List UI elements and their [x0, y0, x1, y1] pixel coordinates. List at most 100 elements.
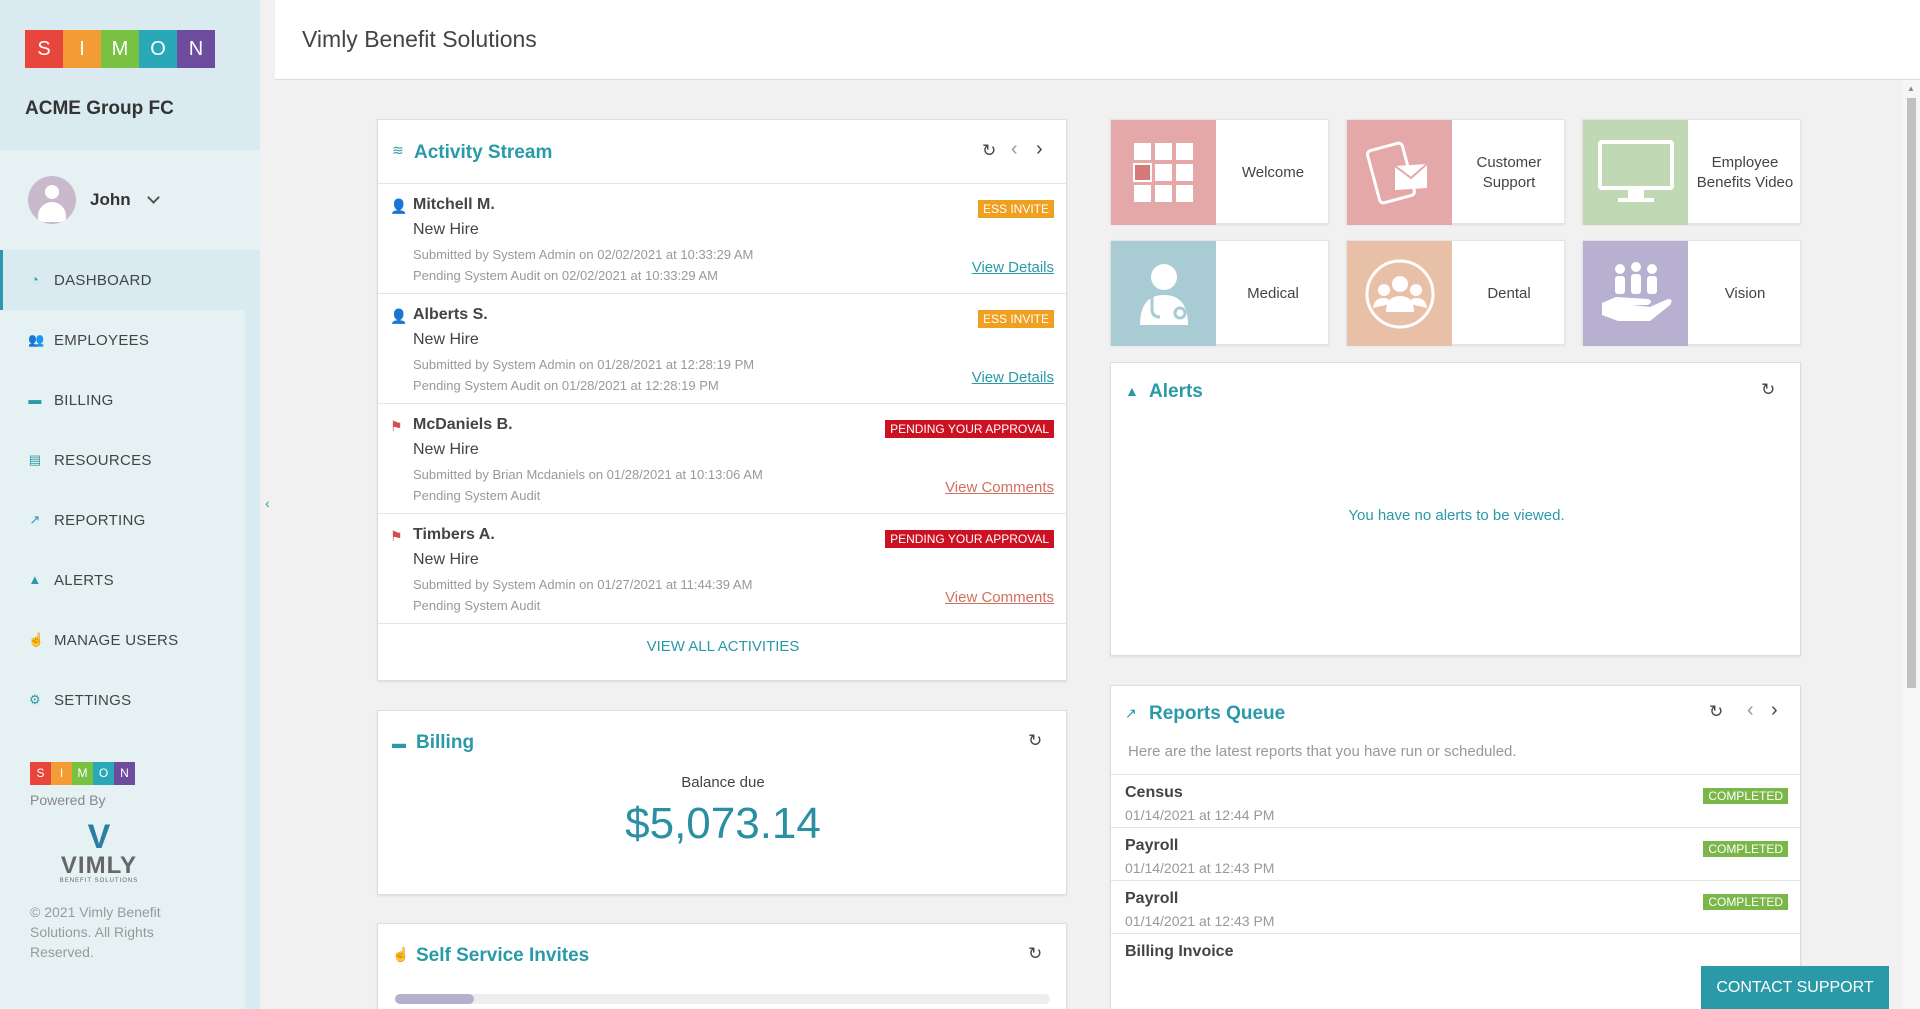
view-details-link[interactable]: View Details — [971, 259, 1054, 276]
tile-medical[interactable]: Medical — [1110, 240, 1329, 346]
document-icon: ▤ — [28, 452, 42, 467]
logo-letter: O — [93, 762, 114, 785]
next-arrow-icon[interactable]: › — [1771, 699, 1778, 721]
report-row[interactable]: Payroll 01/14/2021 at 12:43 PM COMPLETED — [1111, 827, 1800, 880]
logo-letter: S — [30, 762, 51, 785]
tablet-mail-icon — [1347, 120, 1452, 225]
main-nav: ◔ DASHBOARD 👥 EMPLOYEES ▬ BILLING ▤ RESOURCE… — [0, 250, 260, 730]
status-badge: PENDING YOUR APPROVAL — [885, 420, 1054, 438]
contact-support-button[interactable]: CONTACT SUPPORT — [1701, 966, 1889, 1009]
reports-queue-title: Reports Queue — [1149, 703, 1286, 724]
activity-item: 👤 Mitchell M. New Hire Submitted by Syst… — [378, 183, 1068, 293]
nav-item-alerts[interactable]: ▲ ALERTS — [0, 550, 260, 610]
page-scrollbar[interactable]: ▲ — [1903, 80, 1920, 1009]
scroll-up-icon[interactable]: ▲ — [1907, 84, 1915, 93]
nav-label: RESOURCES — [54, 451, 152, 469]
simon-mini-logo: S I M O N — [30, 762, 180, 785]
balance-label: Balance due — [681, 774, 765, 791]
activity-item: 👤 Alberts S. New Hire Submitted by Syste… — [378, 293, 1068, 403]
prev-arrow-icon[interactable]: ‹ — [1011, 138, 1018, 160]
nav-item-billing[interactable]: ▬ BILLING — [0, 370, 260, 430]
invites-progress-bar — [395, 994, 1050, 1004]
activity-type: New Hire — [413, 331, 479, 348]
nav-item-reporting[interactable]: ↗ REPORTING — [0, 490, 260, 550]
status-badge: PENDING YOUR APPROVAL — [885, 530, 1054, 548]
view-comments-link[interactable]: View Comments — [945, 479, 1054, 496]
tile-employee-benefits-video[interactable]: Employee Benefits Video — [1582, 119, 1801, 225]
report-date: 01/14/2021 at 12:43 PM — [1125, 913, 1275, 929]
tile-label: Medical — [1247, 284, 1299, 302]
activity-stream-panel: ≋ Activity Stream ↻ ‹ › 👤 Mitchell M. Ne… — [377, 119, 1068, 681]
doctor-icon — [1111, 241, 1216, 346]
status-badge: COMPLETED — [1703, 894, 1788, 910]
page-title: Vimly Benefit Solutions — [302, 26, 537, 52]
status-badge: ESS INVITE — [977, 310, 1054, 328]
activity-item: ⚑ McDaniels B. New Hire Submitted by Bri… — [378, 403, 1068, 513]
refresh-icon[interactable]: ↻ — [1709, 702, 1724, 721]
tile-label: Dental — [1487, 284, 1531, 302]
logo-letter: S — [25, 30, 63, 68]
activity-type: New Hire — [413, 551, 479, 568]
grid-icon — [1111, 120, 1216, 225]
tile-dental[interactable]: Dental — [1346, 240, 1565, 346]
nav-label: BILLING — [54, 391, 114, 409]
hand-people-icon — [1583, 241, 1688, 346]
activity-submitted: Submitted by System Admin on 01/28/2021 … — [413, 357, 755, 372]
nav-label: MANAGE USERS — [54, 631, 179, 649]
hand-pointer-icon: ☝ — [392, 946, 410, 962]
user-menu[interactable]: John — [0, 150, 260, 250]
simon-logo[interactable]: S I M O N — [25, 30, 235, 68]
brand-area: S I M O N ACME Group FC — [0, 0, 260, 150]
nav-item-settings[interactable]: ⚙ SETTINGS — [0, 670, 260, 730]
view-all-activities-link[interactable]: VIEW ALL ACTIVITIES — [378, 623, 1068, 668]
activity-status: Pending System Audit — [413, 598, 541, 613]
dashboard-icon: ◔ — [30, 272, 40, 287]
monitor-icon — [1583, 120, 1688, 225]
report-name: Census — [1125, 784, 1183, 801]
refresh-icon[interactable]: ↻ — [982, 141, 997, 160]
activity-item: ⚑ Timbers A. New Hire Submitted by Syste… — [378, 513, 1068, 623]
refresh-icon[interactable]: ↻ — [1028, 944, 1043, 963]
person-icon: 👤 — [390, 198, 408, 214]
chevron-down-icon[interactable] — [146, 190, 160, 204]
prev-arrow-icon[interactable]: ‹ — [1747, 699, 1754, 721]
activity-submitted: Submitted by System Admin on 02/02/2021 … — [413, 247, 754, 262]
activity-name: McDaniels B. — [413, 416, 513, 433]
activity-type: New Hire — [413, 441, 479, 458]
nav-label: ALERTS — [54, 571, 114, 589]
tile-vision[interactable]: Vision — [1582, 240, 1801, 346]
user-name: John — [90, 190, 131, 209]
nav-label: SETTINGS — [54, 691, 132, 709]
flag-icon: ⚑ — [390, 528, 403, 544]
scrollbar-thumb[interactable] — [1907, 98, 1916, 688]
collapse-sidebar-icon[interactable]: ‹ — [265, 495, 270, 511]
activity-status: Pending System Audit — [413, 488, 541, 503]
status-badge: COMPLETED — [1703, 788, 1788, 804]
credit-card-icon: ▬ — [392, 735, 406, 751]
self-service-invites-title: Self Service Invites — [416, 945, 590, 966]
tile-welcome[interactable]: Welcome — [1110, 119, 1329, 225]
report-row[interactable]: Payroll 01/14/2021 at 12:43 PM COMPLETED — [1111, 880, 1800, 933]
powered-by-label: Powered By — [30, 792, 106, 808]
nav-item-resources[interactable]: ▤ RESOURCES — [0, 430, 260, 490]
view-details-link[interactable]: View Details — [971, 369, 1054, 386]
next-arrow-icon[interactable]: › — [1036, 138, 1043, 160]
nav-item-manage-users[interactable]: ☝ MANAGE USERS — [0, 610, 260, 670]
report-row[interactable]: Census 01/14/2021 at 12:44 PM COMPLETED — [1111, 774, 1800, 827]
logo-letter: M — [101, 30, 139, 68]
report-row[interactable]: Billing Invoice — [1111, 933, 1800, 986]
tile-label: Employee Benefits Video — [1696, 153, 1794, 191]
refresh-icon[interactable]: ↻ — [1028, 731, 1043, 750]
nav-item-dashboard[interactable]: ◔ DASHBOARD — [0, 250, 260, 310]
alerts-panel: ▲ Alerts ↻ You have no alerts to be view… — [1110, 362, 1801, 656]
tile-customer-support[interactable]: Customer Support — [1346, 119, 1565, 225]
status-badge: ESS INVITE — [977, 200, 1054, 218]
users-icon: 👥 — [28, 332, 45, 347]
view-comments-link[interactable]: View Comments — [945, 589, 1054, 606]
logo-letter: I — [63, 30, 101, 68]
nav-item-employees[interactable]: 👥 EMPLOYEES — [0, 310, 260, 370]
nav-label: REPORTING — [54, 511, 146, 529]
powered-by-section: S I M O N Powered By V VIMLY BENEFIT SOL… — [30, 762, 180, 962]
vimly-name: VIMLY — [60, 852, 138, 879]
refresh-icon[interactable]: ↻ — [1761, 380, 1776, 399]
